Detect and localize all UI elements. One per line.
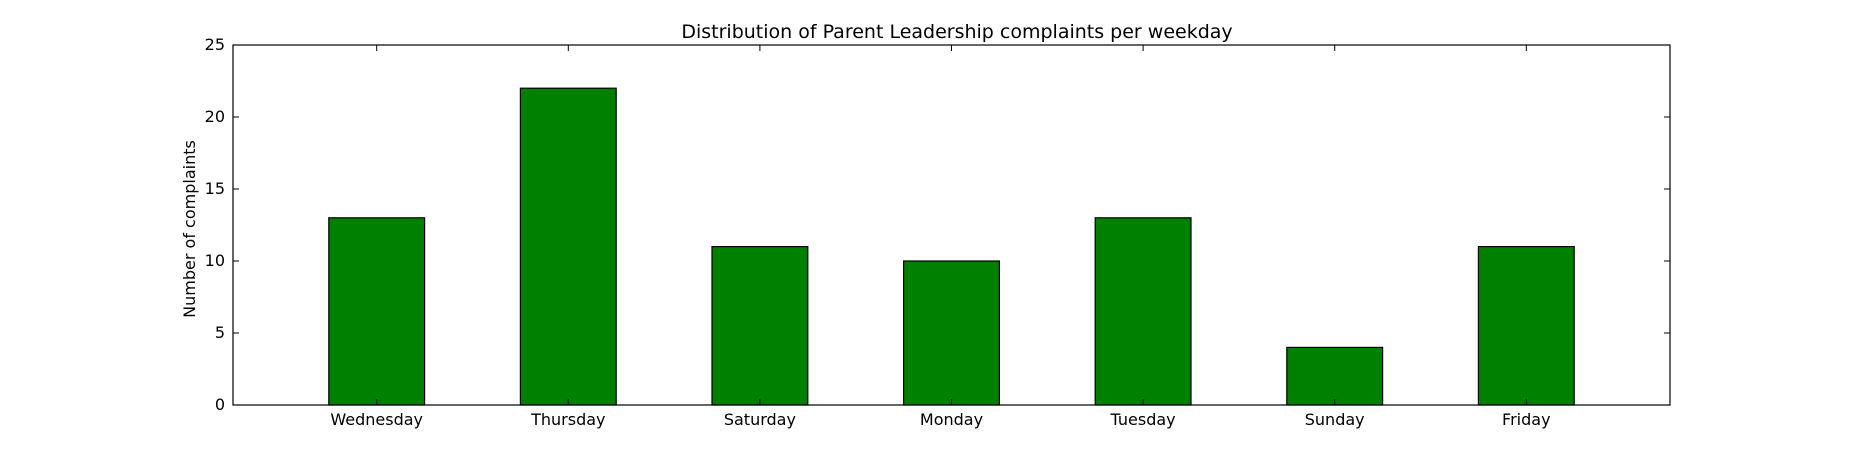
bar-thursday [519,87,617,406]
x-tick-label: Wednesday [330,410,423,429]
x-tick-label: Saturday [724,410,796,429]
y-tick-label: 0 [215,395,225,414]
y-tick-label: 20 [205,107,225,126]
bar-tuesday [1094,217,1192,406]
y-tick-label: 25 [205,35,225,54]
chart-title: Distribution of Parent Leadership compla… [681,21,1232,43]
x-tick-label: Thursday [530,410,605,429]
bar-monday [902,260,1000,406]
y-axis-label: Number of complaints [180,140,199,318]
x-tick-label: Sunday [1305,410,1365,429]
bar-sunday [1286,346,1384,406]
y-tick-label: 15 [205,179,225,198]
bar-saturday [711,246,809,406]
x-tick-label: Friday [1502,410,1551,429]
y-tick-label: 10 [205,251,225,270]
x-tick-label: Tuesday [1110,410,1176,429]
y-tick-label: 5 [215,323,225,342]
plot-area: 0 5 10 15 20 25 Wednesday Thursday Saturday Monda… [205,35,1671,429]
x-tick-label: Monday [920,410,983,429]
bar-wednesday [328,217,426,406]
bar-friday [1477,246,1575,406]
